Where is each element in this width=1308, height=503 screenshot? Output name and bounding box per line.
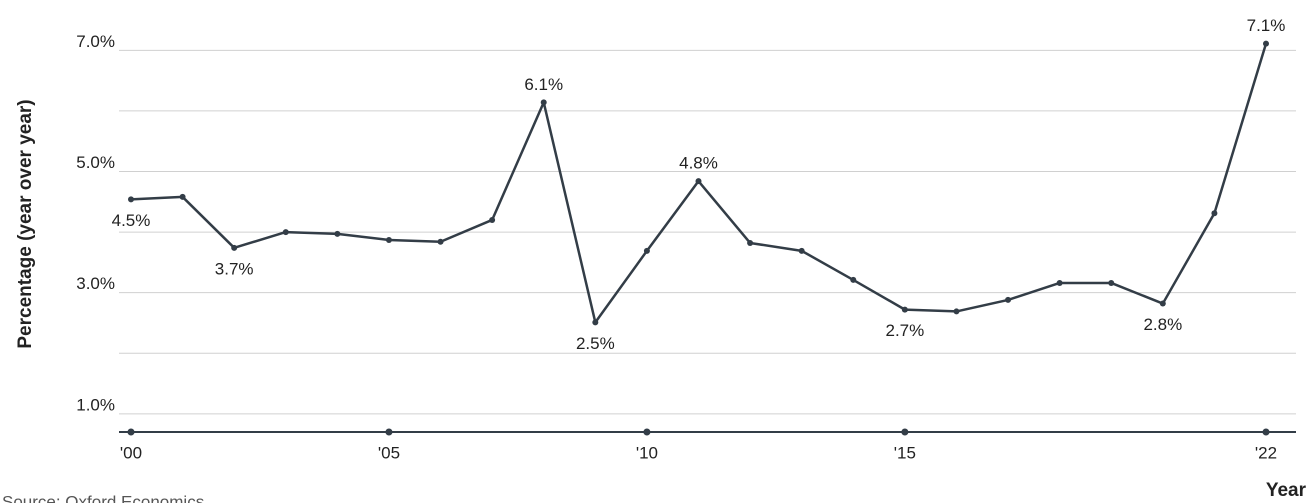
data-point (1159, 300, 1166, 307)
source-note: Source: Oxford Economics (2, 492, 204, 503)
data-point (540, 99, 547, 106)
x-tick-label: '10 (636, 443, 658, 462)
y-axis-title: Percentage (year over year) (15, 99, 36, 348)
data-point (1211, 210, 1218, 217)
data-point (643, 247, 650, 254)
value-label: 2.7% (885, 321, 924, 340)
value-label: 7.1% (1247, 16, 1286, 35)
data-point (1056, 279, 1063, 286)
data-point (592, 319, 599, 326)
value-label: 2.8% (1143, 315, 1182, 334)
data-point (1108, 279, 1115, 286)
data-point (1005, 296, 1012, 303)
value-label: 3.7% (215, 259, 254, 278)
data-point (901, 306, 908, 313)
value-label: 4.8% (679, 154, 718, 173)
value-label: 4.5% (112, 211, 151, 230)
x-tick-mark (1262, 428, 1270, 436)
data-point (385, 236, 392, 243)
data-point (231, 244, 238, 251)
data-point (695, 178, 702, 185)
x-tick-mark (901, 428, 909, 436)
value-label: 6.1% (524, 75, 563, 94)
y-tick-label: 7.0% (76, 32, 115, 51)
data-point (179, 193, 186, 200)
x-tick-label: '22 (1255, 443, 1277, 462)
value-label: 2.5% (576, 334, 615, 353)
x-axis-title: Year (1266, 480, 1307, 501)
x-tick-mark (643, 428, 651, 436)
x-tick-mark (385, 428, 393, 436)
y-tick-label: 5.0% (76, 153, 115, 172)
data-point (1263, 40, 1269, 47)
data-point (953, 308, 960, 315)
data-point (489, 216, 496, 223)
x-tick-mark (127, 428, 135, 436)
data-point (798, 247, 805, 254)
x-tick-label: '15 (894, 443, 916, 462)
data-point (334, 230, 341, 237)
x-tick-label: '00 (120, 443, 142, 462)
data-point (128, 196, 134, 203)
data-point (747, 239, 754, 246)
data-point (282, 229, 289, 236)
data-point (850, 276, 857, 283)
y-tick-label: 3.0% (76, 274, 115, 293)
data-point (437, 238, 444, 245)
y-tick-label: 1.0% (76, 395, 115, 414)
x-tick-label: '05 (378, 443, 400, 462)
